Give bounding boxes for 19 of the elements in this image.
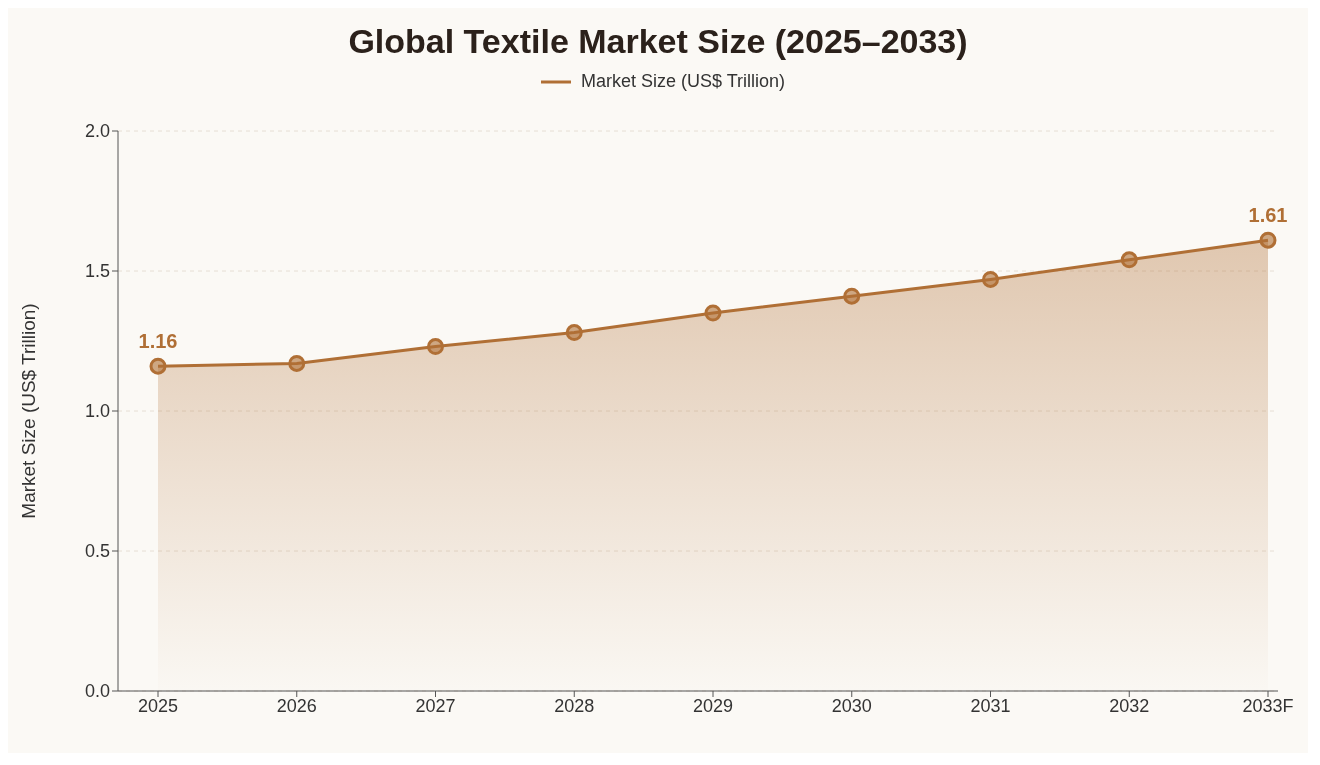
y-tick-label: 0.5 [84,541,110,562]
x-tick-label: 2029 [692,695,734,716]
data-label: 1.61 [1248,204,1288,227]
x-tick-label: 2030 [831,695,872,716]
x-tick-label: 2032 [1109,695,1150,716]
x-tick-label: 2033F [1242,695,1294,716]
y-axis-title: Market Size (US$ Trillion) [17,303,39,519]
x-tick-label: 2025 [137,695,179,716]
legend-label: Market Size (US$ Trillion) [580,71,786,92]
y-tick-label: 1.5 [84,261,110,282]
chart-title: Global Textile Market Size (2025–2033) [347,21,969,61]
data-label: 1.16 [138,330,178,353]
x-tick-label: 2028 [554,695,595,716]
y-tick-label: 0.0 [84,681,110,702]
x-tick-label: 2027 [415,695,456,716]
y-tick-label: 1.0 [84,401,110,422]
y-tick-label: 2.0 [84,121,110,142]
x-tick-label: 2026 [276,695,317,716]
x-tick-label: 2031 [970,695,1011,716]
